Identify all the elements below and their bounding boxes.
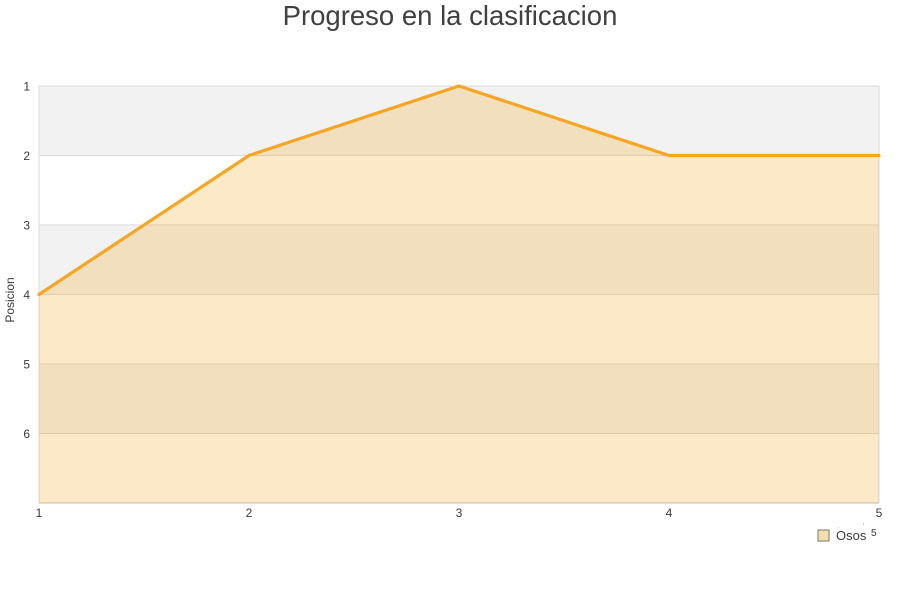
svg-text:Osos: Osos <box>836 528 867 543</box>
svg-text:1: 1 <box>23 80 30 94</box>
svg-text:5: 5 <box>876 506 883 520</box>
svg-text:6: 6 <box>23 427 30 441</box>
svg-text:4: 4 <box>23 288 30 302</box>
svg-text:3: 3 <box>456 506 463 520</box>
svg-text:2: 2 <box>23 149 30 163</box>
svg-text:2: 2 <box>246 506 253 520</box>
svg-text:5: 5 <box>23 358 30 372</box>
svg-text:.: . <box>838 523 840 530</box>
svg-text:1: 1 <box>36 506 43 520</box>
svg-text:5: 5 <box>871 528 877 539</box>
svg-text:3: 3 <box>23 219 30 233</box>
svg-text:4: 4 <box>666 506 673 520</box>
svg-text:': ' <box>863 523 864 530</box>
